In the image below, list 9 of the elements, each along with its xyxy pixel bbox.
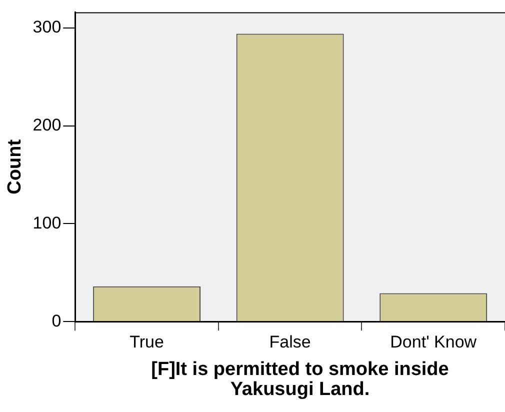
y-tick-label: 300: [32, 18, 62, 37]
x-tick-label: Dont' Know: [390, 332, 478, 352]
x-axis-title: [F]It is permitted to smoke inside Yakusugi Land.: [150, 359, 450, 400]
y-axis-title: Count: [4, 138, 26, 194]
y-tick-label: 0: [52, 311, 62, 330]
y-tick-label: 200: [32, 115, 62, 134]
x-tick-label: False: [269, 332, 311, 352]
x-tick-label: True: [130, 332, 164, 352]
y-tick-label: 100: [32, 213, 62, 232]
